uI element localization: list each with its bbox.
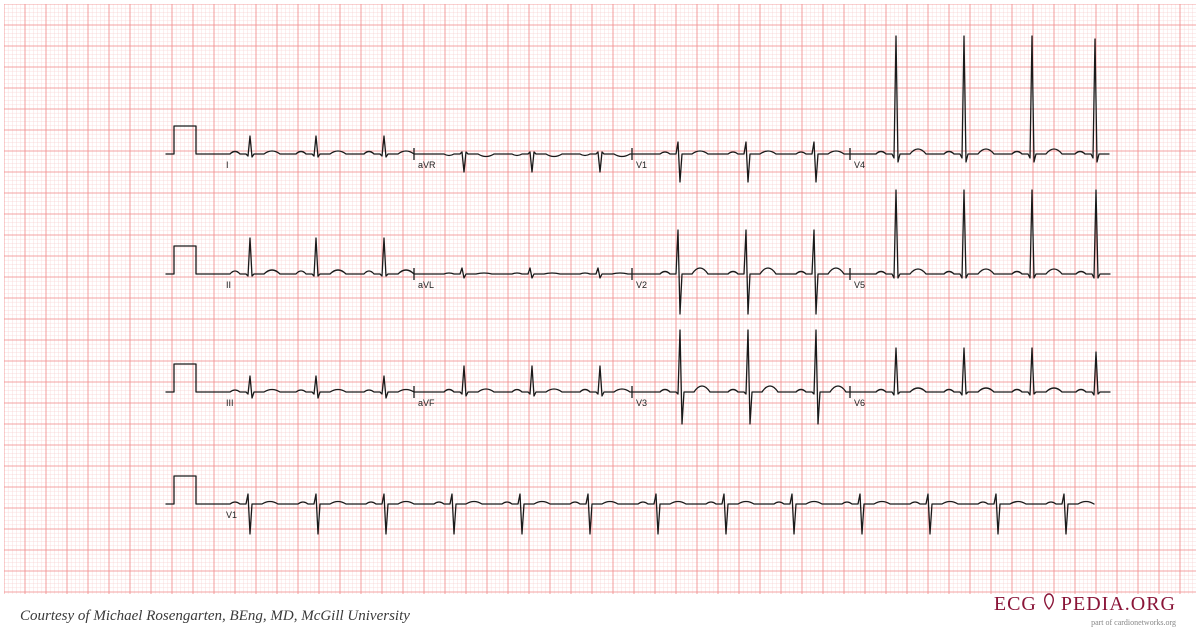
logo-text-right: PEDIA.ORG — [1061, 593, 1176, 616]
credit-text: Courtesy of Michael Rosengarten, BEng, M… — [20, 608, 410, 624]
ecg-svg: IaVR V1 V4 II aVL V2 V5 III aVF V3 V6 V1 — [4, 4, 1196, 594]
lead-label: aVR — [418, 160, 436, 170]
lead-label: aVF — [418, 398, 435, 408]
lead-label: V1 — [226, 510, 237, 520]
site-logo: ECG PEDIA.ORG part of cardionetworks.org — [994, 591, 1176, 627]
lead-label: V2 — [636, 280, 647, 290]
ecg-chart-area: IaVR V1 V4 II aVL V2 V5 III aVF V3 V6 V1 — [4, 4, 1196, 594]
logo-text-left: ECG — [994, 593, 1037, 616]
lead-label: aVL — [418, 280, 434, 290]
lead-label: V1 — [636, 160, 647, 170]
lead-label: V4 — [854, 160, 865, 170]
logo-main: ECG PEDIA.ORG — [994, 591, 1176, 617]
lead-label: V3 — [636, 398, 647, 408]
logo-subtext: part of cardionetworks.org — [994, 618, 1176, 627]
lead-label: V5 — [854, 280, 865, 290]
credit-line: Courtesy of Michael Rosengarten, BEng, M… — [20, 607, 410, 625]
lead-label: II — [226, 280, 231, 290]
heart-droplet-icon — [1039, 591, 1059, 617]
lead-label: I — [226, 160, 229, 170]
lead-label: V6 — [854, 398, 865, 408]
lead-label: III — [226, 398, 234, 408]
